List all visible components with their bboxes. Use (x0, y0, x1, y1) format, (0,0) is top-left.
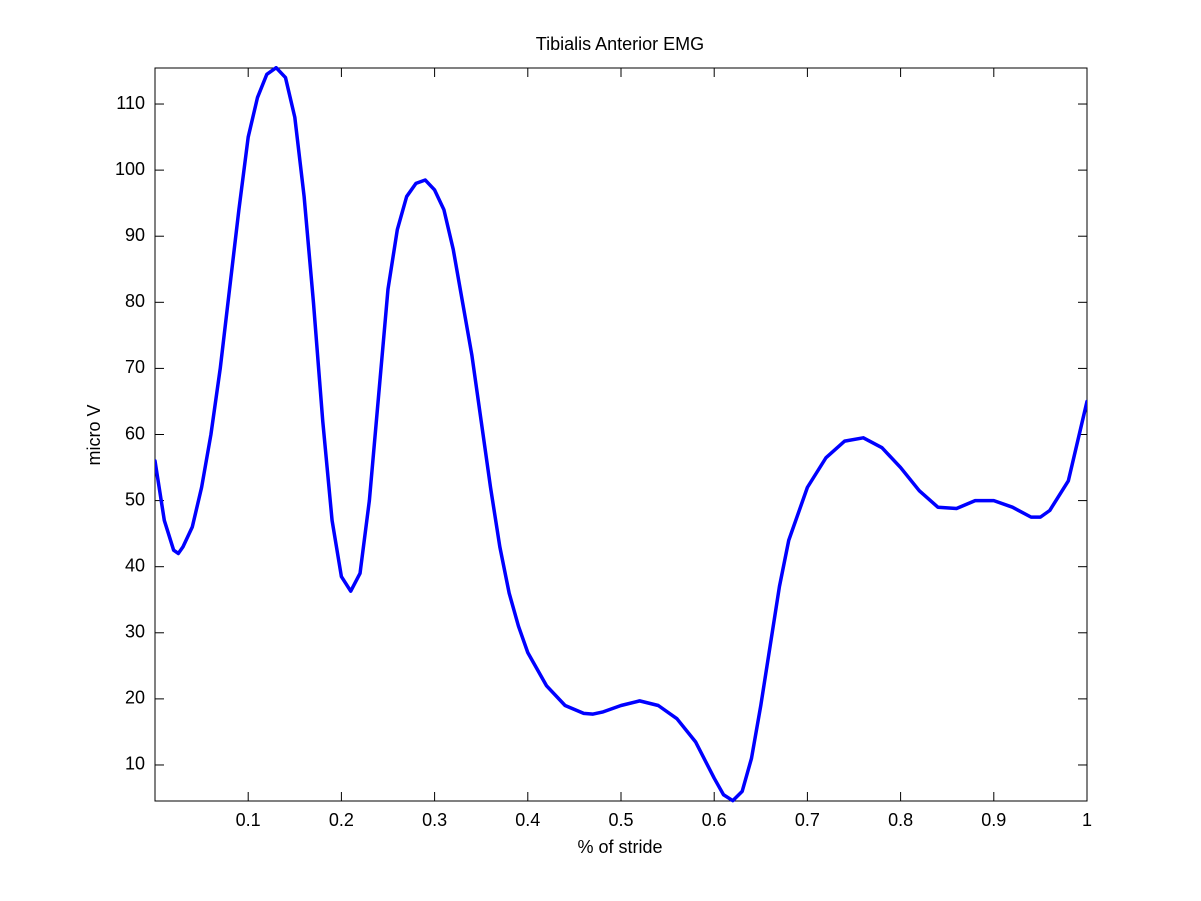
x-tick-label: 0.7 (795, 810, 820, 830)
x-tick-label: 0.4 (515, 810, 540, 830)
x-tick-label: 0.8 (888, 810, 913, 830)
y-tick-label: 80 (125, 291, 145, 311)
x-tick-label: 0.3 (422, 810, 447, 830)
y-tick-label: 100 (115, 159, 145, 179)
y-tick-label: 20 (125, 688, 145, 708)
y-tick-label: 90 (125, 225, 145, 245)
y-axis-label: micro V (84, 404, 104, 465)
x-tick-label: 0.5 (608, 810, 633, 830)
y-tick-label: 110 (116, 93, 145, 113)
x-tick-label: 0.6 (702, 810, 727, 830)
chart-title: Tibialis Anterior EMG (536, 34, 704, 54)
y-tick-label: 10 (125, 754, 145, 774)
x-tick-label: 0.1 (236, 810, 261, 830)
x-axis-label: % of stride (577, 837, 662, 857)
y-tick-label: 70 (125, 357, 145, 377)
y-tick-label: 50 (125, 489, 145, 509)
y-tick-label: 60 (125, 423, 145, 443)
x-tick-label: 0.2 (329, 810, 354, 830)
y-tick-label: 30 (125, 622, 145, 642)
x-tick-label: 0.9 (981, 810, 1006, 830)
x-tick-label: 1 (1082, 810, 1092, 830)
y-tick-label: 40 (125, 555, 145, 575)
plot-area (154, 67, 1088, 802)
data-line (155, 66, 1087, 803)
